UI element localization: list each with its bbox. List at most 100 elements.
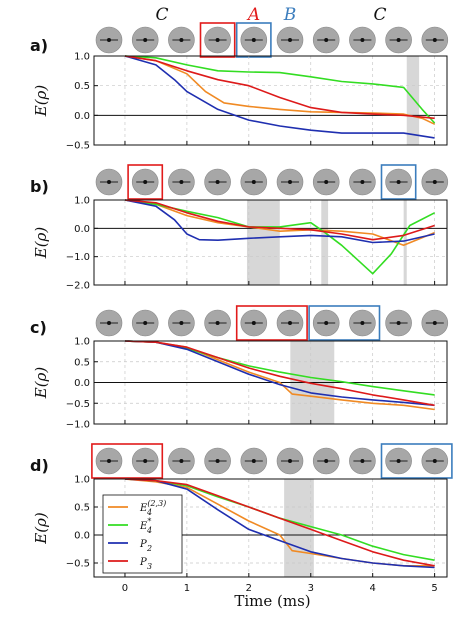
atom-dot — [251, 180, 256, 184]
shaded-region — [284, 479, 314, 577]
atom-icon — [204, 447, 231, 475]
atom-icon — [240, 26, 268, 54]
atom-dot — [251, 321, 256, 325]
atom-icon — [168, 447, 195, 475]
x-tick-label: 4 — [369, 583, 375, 594]
atom-dot — [143, 459, 148, 463]
x-tick-label: 5 — [431, 583, 437, 594]
atom-icon — [95, 168, 123, 196]
atom-icon — [168, 309, 195, 337]
atom-dot — [324, 38, 329, 42]
atom-icon — [385, 309, 412, 337]
atom-icon — [312, 26, 340, 54]
series-line-green — [124, 199, 435, 275]
shaded-region — [403, 200, 407, 285]
atom-dot — [215, 321, 220, 325]
plot-frame — [93, 199, 448, 286]
legend-label: E(2,3) 4 — [139, 499, 166, 517]
y-tick-label: 1.0 — [74, 52, 90, 63]
panel-d: d) 1.0 0.5 0.0 −0.5 0 1 2 3 4 5 E(ρ) — [30, 443, 453, 594]
atom-icon — [168, 26, 195, 54]
atom-dot — [288, 38, 292, 42]
y-tick-label: −0.5 — [66, 141, 90, 152]
y-axis-label: E(ρ) — [32, 367, 50, 400]
atom-icon — [240, 168, 268, 196]
x-axis-label: Time (ms) — [234, 592, 310, 610]
highlight-box-blue — [380, 164, 417, 200]
atom-dot — [288, 180, 292, 184]
legend-label: E* 4 — [139, 517, 152, 535]
atom-dot — [215, 38, 220, 42]
atom-icon — [385, 168, 412, 196]
y-tick-label: 0.0 — [74, 531, 90, 542]
series-line-orange — [124, 340, 435, 411]
atom-icon — [240, 309, 268, 337]
atom-icon — [312, 309, 340, 337]
atom-dot — [396, 180, 401, 184]
atom-icon — [204, 168, 231, 196]
atom-dot — [288, 321, 292, 325]
series-line-red — [124, 478, 435, 567]
panel-a: a) 1.0 0.5 0.0 −0.5 E(ρ) — [30, 22, 449, 152]
panel-letter: c) — [30, 318, 47, 337]
atom-icon — [312, 168, 340, 196]
panel-b: b) 1.0 0.0 −1.0 −2.0 E(ρ) — [30, 164, 449, 292]
top-label-0: C — [155, 5, 168, 25]
series-line-red — [124, 199, 435, 241]
atom-icon — [385, 447, 412, 475]
atom-icon — [168, 168, 195, 196]
x-tick-label: 2 — [246, 583, 252, 594]
top-label-2: B — [283, 5, 297, 25]
atom-dot — [107, 321, 111, 325]
y-tick-label: 1.0 — [74, 196, 90, 207]
highlight-box-red — [91, 443, 164, 479]
atom-dot — [179, 459, 184, 463]
legend-label: P2 — [139, 539, 152, 553]
shaded-region — [406, 56, 420, 145]
atom-dot — [324, 459, 329, 463]
top-label-3: C — [373, 5, 386, 25]
y-tick-label: 0.5 — [74, 503, 90, 514]
y-tick-label: 0.5 — [74, 357, 90, 368]
highlight-box-red — [127, 164, 164, 200]
atom-icon — [204, 309, 231, 337]
atom-icon — [95, 447, 123, 475]
atom-dot — [179, 321, 184, 325]
y-tick-label: 0.0 — [74, 378, 90, 389]
atom-icon — [131, 309, 159, 337]
highlight-box-red — [199, 22, 236, 58]
series-line-red — [124, 55, 435, 120]
y-axis-label: E(ρ) — [32, 227, 50, 260]
atom-icon — [95, 26, 123, 54]
atom-icon — [349, 309, 376, 337]
atom-dot — [432, 321, 437, 325]
atom-dot — [396, 38, 401, 42]
atom-dot — [107, 180, 111, 184]
series-line-navy — [124, 478, 435, 569]
atom-dot — [251, 459, 256, 463]
atom-dot — [432, 38, 437, 42]
atom-dot — [143, 321, 148, 325]
y-tick-label: 1.0 — [74, 475, 90, 486]
series-line-green — [124, 340, 435, 396]
atom-icon — [421, 447, 449, 475]
legend: E(2,3) 4E* 4 P2 P3 — [102, 494, 183, 574]
atom-icon — [131, 26, 159, 54]
atom-dot — [324, 321, 329, 325]
atom-dot — [215, 459, 220, 463]
atom-icon — [276, 447, 304, 475]
atom-dot — [324, 180, 329, 184]
highlight-box-blue — [235, 22, 272, 58]
y-tick-label: 0.0 — [74, 224, 90, 235]
atom-dot — [360, 38, 365, 42]
atom-icon — [95, 309, 123, 337]
atom-icon — [131, 447, 159, 475]
atom-dot — [179, 38, 184, 42]
y-tick-label: 0.5 — [74, 81, 90, 92]
atom-dot — [107, 459, 111, 463]
y-tick-label: −1.0 — [66, 420, 90, 431]
highlight-box-blue — [308, 305, 381, 341]
panel-letter: b) — [30, 177, 49, 196]
atom-icon — [421, 168, 449, 196]
